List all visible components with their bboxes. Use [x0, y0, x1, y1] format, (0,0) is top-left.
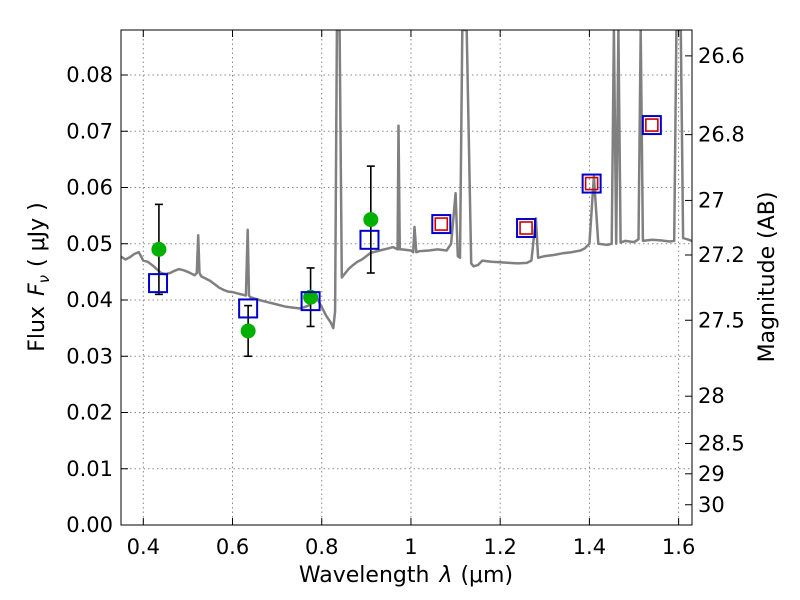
- y-tick-label: 0.08: [66, 63, 113, 87]
- prediction-box: [584, 176, 599, 191]
- y2-tick-label: 28: [698, 384, 725, 408]
- model-box: [431, 214, 452, 235]
- x-tick-label: 1: [404, 535, 417, 559]
- y2-tick-label: 26.8: [698, 123, 745, 147]
- x-tick-label: 1.6: [662, 535, 695, 559]
- spectrum-line: [121, 30, 692, 330]
- y-tick-label: 0.05: [66, 232, 113, 256]
- observed-point: [240, 323, 256, 339]
- model-box: [641, 115, 662, 136]
- y2-tick-label: 26.6: [698, 44, 745, 68]
- x-tick-label: 1.2: [483, 535, 516, 559]
- observed-point: [151, 241, 167, 257]
- model-boxes: [148, 115, 662, 319]
- y2-tick-label: 28.5: [698, 431, 745, 455]
- x-axis: 0.4 0.6 0.8 1 1.2 1.4 1.6: [127, 30, 695, 559]
- model-box: [148, 273, 169, 294]
- y2-tick-label: 27: [698, 188, 725, 212]
- x-tick-label: 1.4: [573, 535, 606, 559]
- model-box: [581, 173, 602, 194]
- plot-frame: [120, 29, 693, 526]
- y-axis-label: FluxFν( μJy ): [25, 202, 53, 351]
- x-axis-label: Wavelength λ (μm): [299, 563, 513, 588]
- y2-tick-label: 29: [698, 462, 725, 486]
- y-axis: 0.00 0.01 0.02 0.03 0.04 0.05 0.06 0.07 0.08: [66, 63, 128, 537]
- model-box: [516, 218, 537, 238]
- observed-point: [363, 212, 379, 228]
- y-tick-label: 0.04: [66, 288, 113, 312]
- plot-background: [121, 30, 692, 525]
- y2-axis: 26.6 26.8 27 27.2 27.5 28 28.5 29 30: [685, 44, 745, 517]
- model-box: [238, 298, 259, 319]
- prediction-box: [434, 217, 449, 231]
- grid: [121, 30, 692, 526]
- y2-tick-label: 27.2: [698, 243, 745, 267]
- x-tick-label: 0.8: [305, 535, 338, 559]
- model-box: [359, 229, 380, 250]
- y-tick-label: 0.00: [66, 513, 113, 537]
- prediction-box: [645, 118, 659, 132]
- y2-tick-label: 30: [698, 493, 725, 517]
- prediction-boxes: [434, 118, 659, 235]
- y2-axis-label: Magnitude (AB): [755, 192, 780, 363]
- y2-tick-label: 27.5: [698, 308, 745, 332]
- y-tick-label: 0.02: [66, 401, 113, 425]
- prediction-box: [519, 221, 533, 235]
- y-tick-label: 0.07: [66, 119, 113, 143]
- y-tick-label: 0.03: [66, 344, 113, 368]
- observed-points: [151, 212, 379, 339]
- plot-area: [121, 30, 692, 358]
- observed-point: [303, 289, 319, 305]
- y-tick-label: 0.01: [66, 457, 113, 481]
- x-tick-label: 0.6: [216, 535, 249, 559]
- y-tick-label: 0.06: [66, 176, 113, 200]
- x-tick-label: 0.4: [127, 535, 160, 559]
- model-box: [300, 291, 321, 312]
